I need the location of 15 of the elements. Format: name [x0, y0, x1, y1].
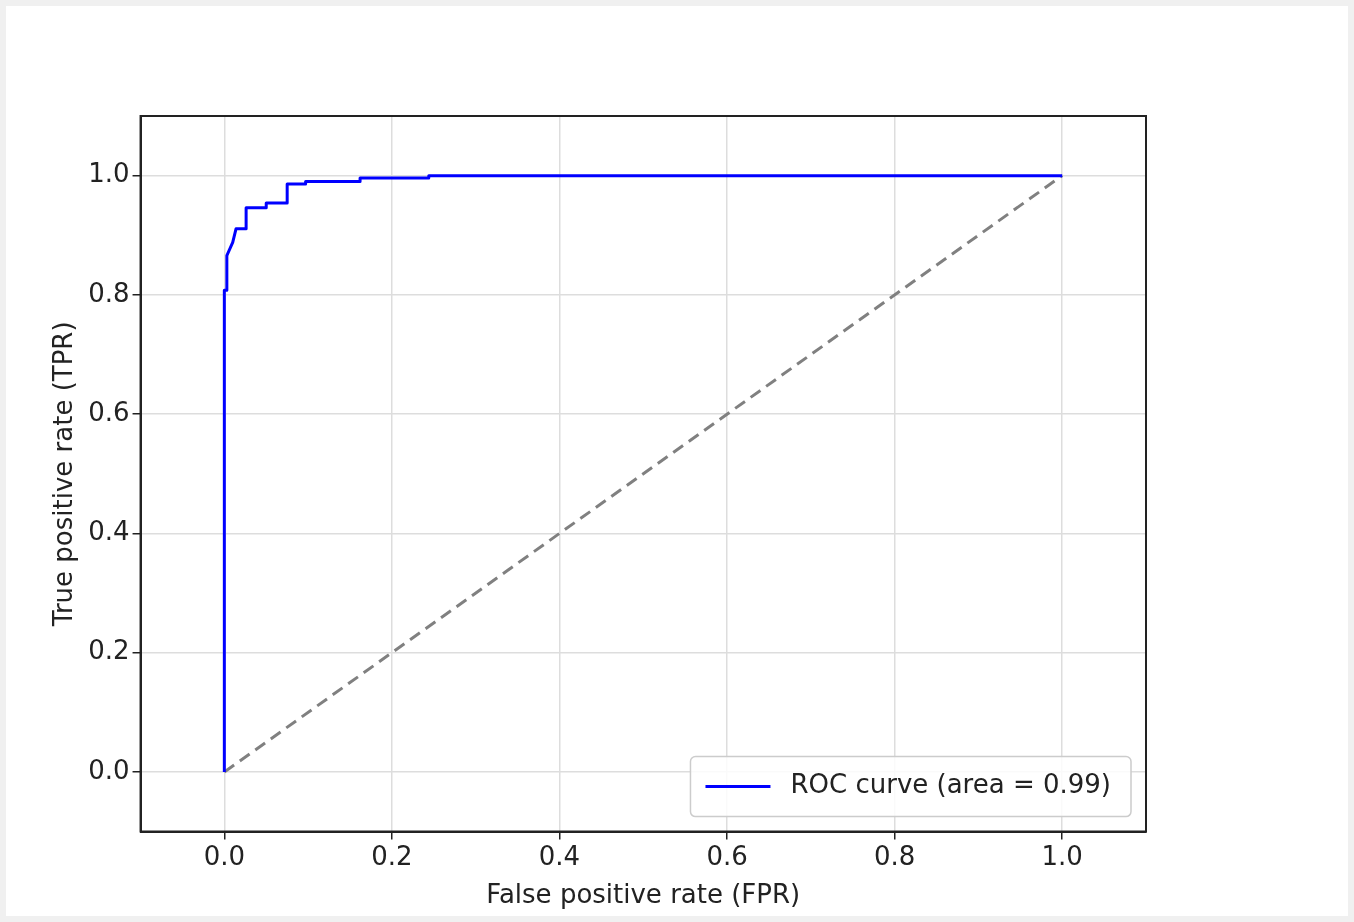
x-axis-title: False positive rate (FPR): [486, 879, 801, 910]
x-tick-label: 1.0: [1041, 840, 1083, 871]
y-tick-label: 0.6: [88, 396, 130, 427]
x-tick-label: 0.6: [706, 840, 748, 871]
legend-label: ROC curve (area = 0.99): [790, 769, 1111, 800]
x-tick-label: 0.2: [371, 840, 413, 871]
y-tick-label: 0.2: [88, 635, 130, 666]
y-tick-label: 1.0: [88, 158, 130, 189]
x-tick-label: 0.0: [203, 840, 246, 871]
x-tick-label: 0.4: [538, 840, 581, 871]
y-tick-label: 0.8: [88, 277, 130, 308]
y-tick-label: 0.0: [88, 754, 130, 785]
y-axis-title: True positive rate (TPR): [48, 321, 79, 628]
x-tick-label: 0.8: [873, 840, 916, 871]
y-tick-label: 0.4: [88, 516, 130, 547]
